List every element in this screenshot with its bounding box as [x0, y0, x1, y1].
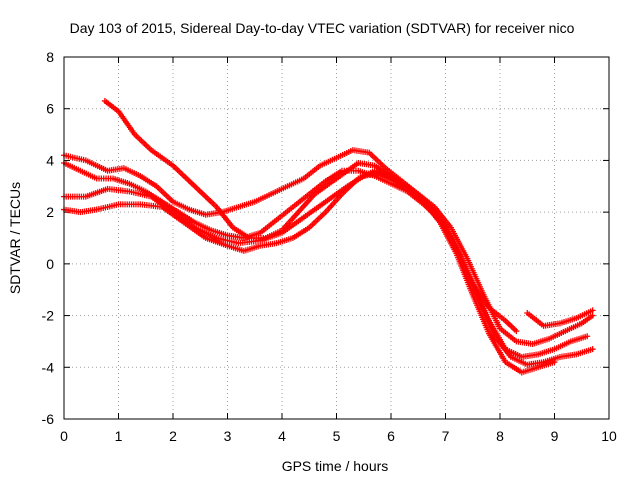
data-point	[513, 328, 520, 335]
data-point	[589, 346, 596, 353]
chart-title: Day 103 of 2015, Sidereal Day-to-day VTE…	[70, 20, 575, 36]
y-tick-label: -6	[42, 411, 55, 427]
x-axis-label: GPS time / hours	[282, 458, 389, 474]
plot-frame	[63, 56, 610, 420]
x-tick-label: 8	[496, 428, 504, 444]
y-tick-label: 4	[46, 152, 54, 168]
y-tick-label: 0	[46, 256, 54, 272]
x-tick-label: 7	[442, 428, 450, 444]
x-tick-label: 4	[278, 428, 286, 444]
x-tick-label: 6	[387, 428, 395, 444]
x-tick-label: 1	[115, 428, 123, 444]
x-tick-label: 10	[601, 428, 617, 444]
x-tick-label: 9	[551, 428, 559, 444]
series-track-2	[61, 147, 596, 348]
data-point	[589, 307, 596, 314]
data-point	[584, 333, 591, 340]
y-axis-label: SDTVAR / TECUs	[7, 182, 23, 294]
x-tick-label: 0	[60, 428, 68, 444]
y-tick-label: -2	[42, 308, 55, 324]
y-tick-label: 8	[46, 49, 54, 65]
x-tick-label: 3	[224, 428, 232, 444]
data-point	[589, 312, 596, 319]
data-points	[61, 97, 596, 376]
series-track-5	[61, 167, 558, 376]
y-tick-label: -4	[42, 359, 55, 375]
x-tick-label: 2	[169, 428, 177, 444]
data-point	[551, 359, 558, 366]
series-track-6	[524, 307, 596, 329]
x-tick-label: 5	[333, 428, 341, 444]
y-tick-label: 6	[46, 101, 54, 117]
axis-ticks: 0 1 2 3 4 5 6 7 8 9 10 -6 -4 -2 0 2 4 6 8	[42, 49, 617, 444]
y-tick-label: 2	[46, 204, 54, 220]
